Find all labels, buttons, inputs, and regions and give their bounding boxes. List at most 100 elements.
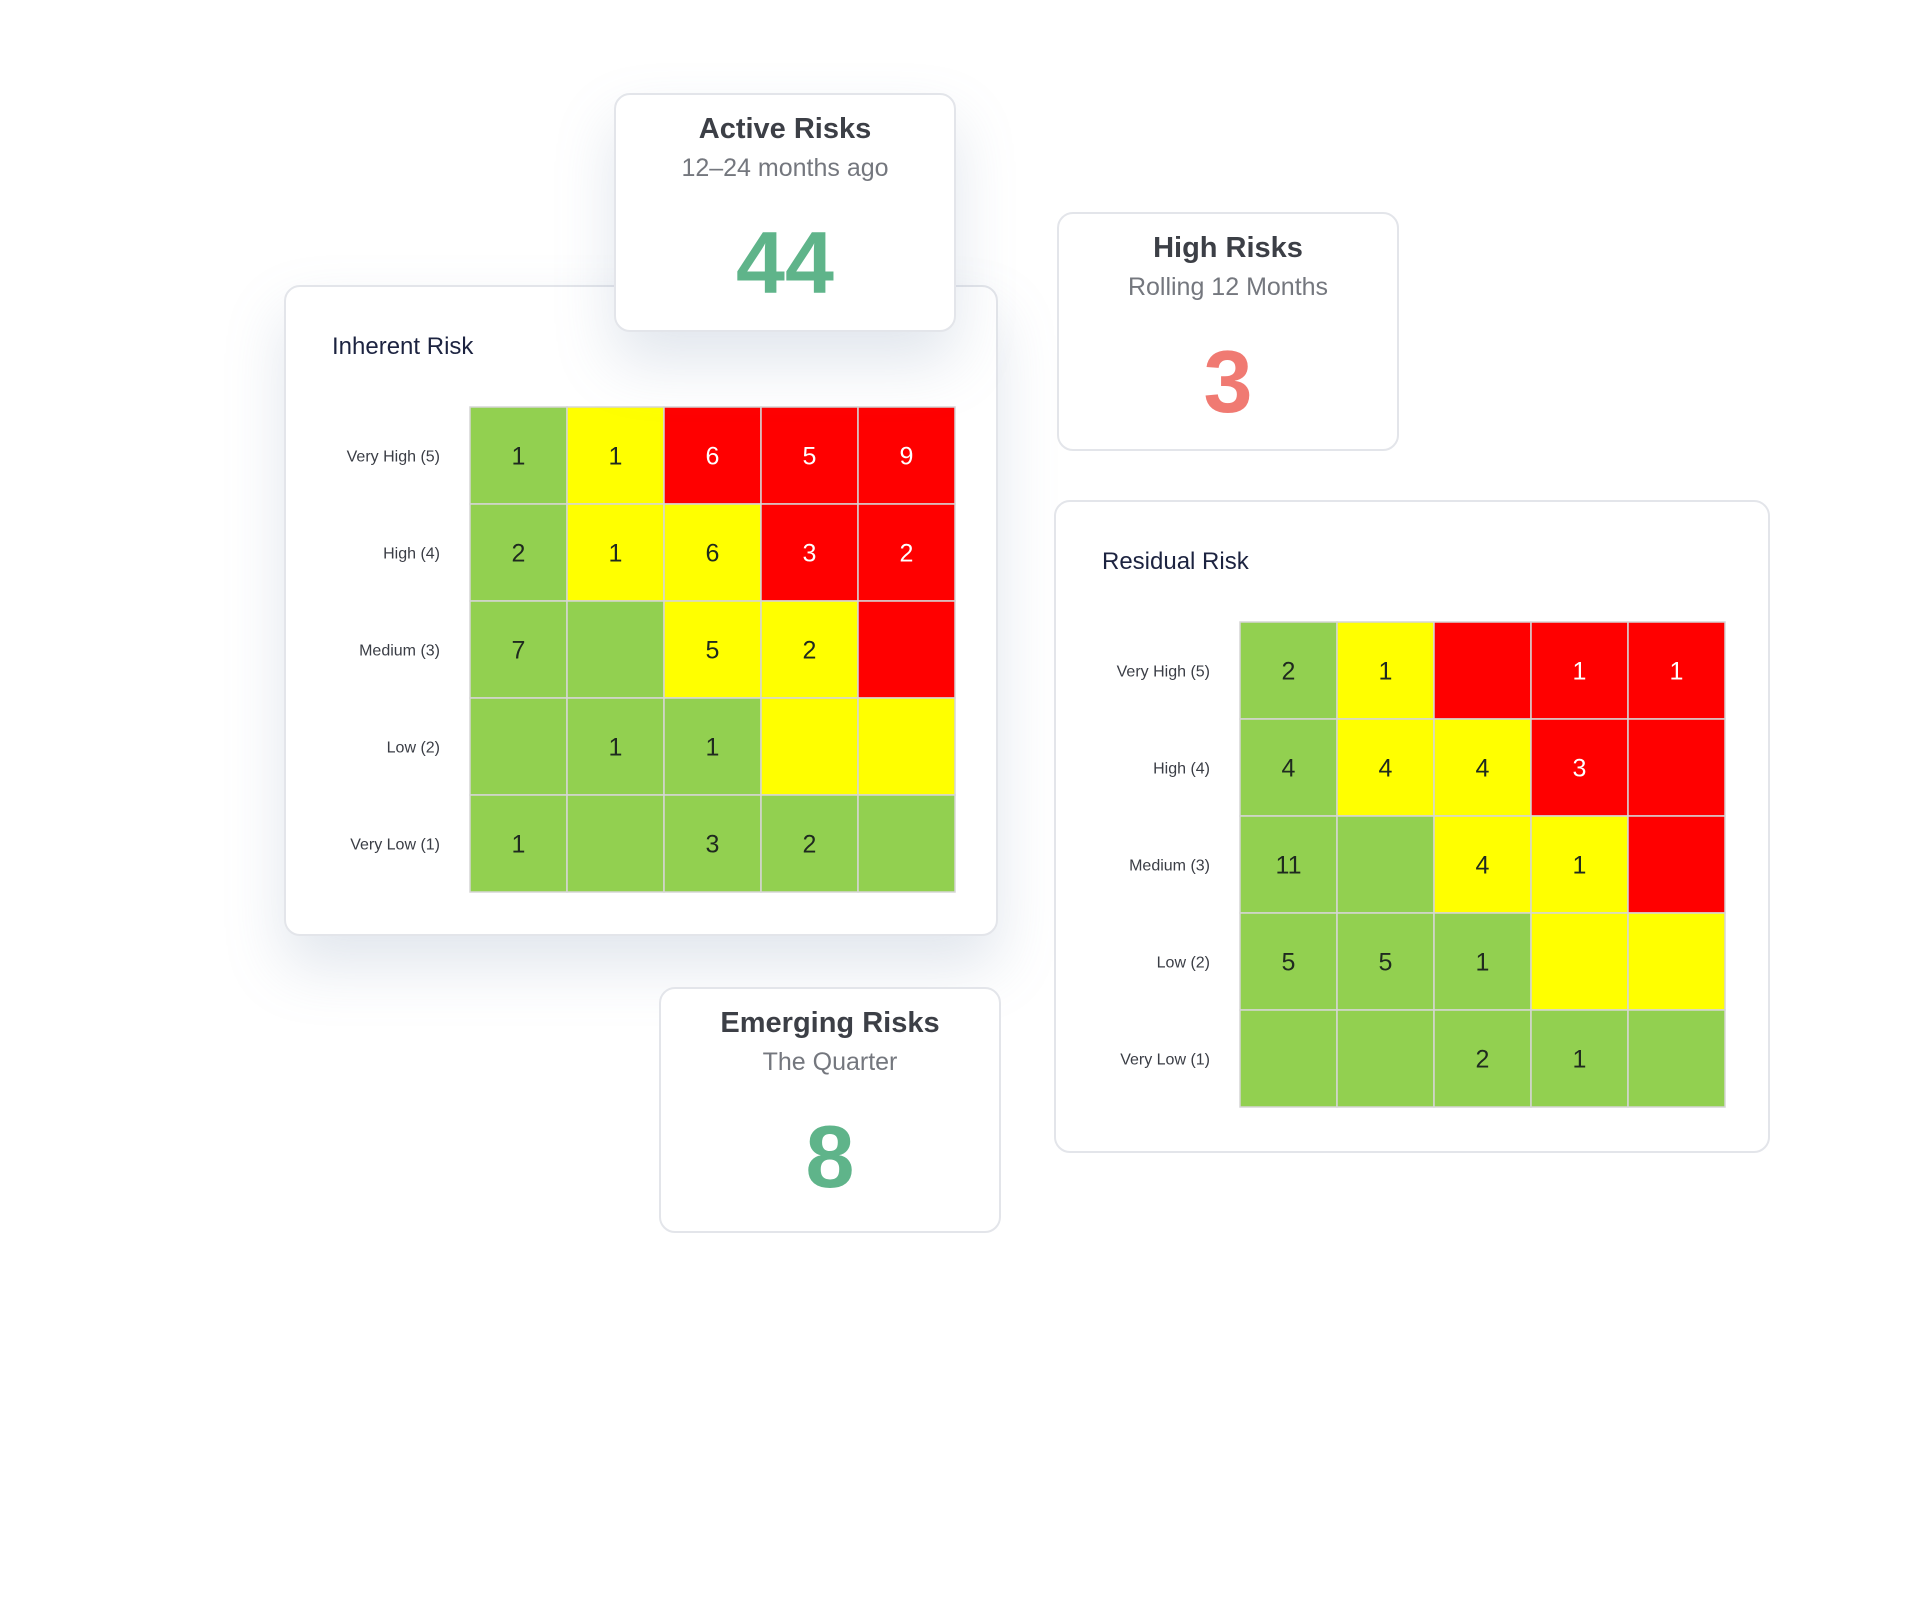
residual-risk-cell[interactable] <box>1239 718 1338 817</box>
residual-risk-row-label: Very High (5) <box>1117 664 1210 681</box>
residual-risk-cell-value: 4 <box>1476 755 1490 783</box>
residual-risk-cell-value: 1 <box>1573 852 1587 880</box>
residual-risk-cell-value: 4 <box>1379 755 1393 783</box>
inherent-risk-cell[interactable] <box>566 794 665 893</box>
inherent-risk-card: Inherent Risk Very High (5) High (4) Mediu… <box>284 285 998 936</box>
inherent-risk-cell[interactable] <box>760 794 859 893</box>
inherent-risk-cell-value: 6 <box>706 443 720 471</box>
inherent-risk-cell-value: 3 <box>706 831 720 859</box>
residual-risk-cell[interactable] <box>1433 815 1532 914</box>
inherent-risk-cell-value: 2 <box>803 831 817 859</box>
inherent-risk-cell-value: 6 <box>706 540 720 568</box>
inherent-risk-cell-value: 1 <box>609 443 623 471</box>
inherent-risk-cell-value: 7 <box>512 637 526 665</box>
residual-risk-cell-value: 11 <box>1276 852 1302 880</box>
residual-risk-cell[interactable] <box>1336 718 1435 817</box>
residual-risk-cell[interactable] <box>1433 912 1532 1011</box>
inherent-risk-cell-value: 1 <box>609 540 623 568</box>
residual-risk-row-label: Medium (3) <box>1129 858 1210 875</box>
residual-risk-cell-value: 2 <box>1282 658 1296 686</box>
inherent-risk-cell[interactable] <box>760 503 859 602</box>
inherent-risk-cell[interactable] <box>663 600 762 699</box>
inherent-risk-row-label: Medium (3) <box>359 643 440 660</box>
residual-risk-cell-value: 5 <box>1379 949 1393 977</box>
inherent-risk-cell[interactable] <box>566 503 665 602</box>
residual-risk-cell[interactable] <box>1336 912 1435 1011</box>
residual-risk-cell[interactable] <box>1433 621 1532 720</box>
inherent-risk-cell[interactable] <box>469 406 568 505</box>
residual-risk-cell-value: 1 <box>1476 949 1490 977</box>
inherent-risk-cell[interactable] <box>857 503 956 602</box>
residual-risk-matrix: Very High (5) High (4) Medium (3) Low (2) Ve… <box>1117 621 1726 1108</box>
inherent-risk-row-label: Low (2) <box>387 740 440 757</box>
residual-risk-card: Residual Risk Very High (5) High (4) Mediu… <box>1054 500 1770 1153</box>
residual-risk-row-label: Very Low (1) <box>1120 1052 1210 1069</box>
residual-risk-cell[interactable] <box>1239 912 1338 1011</box>
residual-risk-cell[interactable] <box>1239 815 1338 914</box>
residual-risk-cell-value: 2 <box>1476 1046 1490 1074</box>
inherent-risk-matrix: Very High (5) High (4) Medium (3) Low (2) Ve… <box>347 406 956 893</box>
inherent-risk-cell-value: 9 <box>900 443 914 471</box>
inherent-risk-row-label: High (4) <box>383 546 440 563</box>
inherent-risk-cell-value: 1 <box>706 734 720 762</box>
residual-risk-cell-value: 5 <box>1282 949 1296 977</box>
emerging-risks-title: Emerging Risks <box>720 1007 940 1039</box>
residual-risk-cell-value: 1 <box>1670 658 1684 686</box>
residual-risk-cell[interactable] <box>1239 1009 1338 1108</box>
residual-risk-cell[interactable] <box>1530 1009 1629 1108</box>
emerging-risks-card[interactable]: Emerging Risks The Quarter 8 <box>659 987 1001 1233</box>
residual-risk-cell-value: 1 <box>1573 658 1587 686</box>
inherent-risk-cell-value: 5 <box>803 443 817 471</box>
inherent-risk-row-label: Very Low (1) <box>350 837 440 854</box>
inherent-risk-cell[interactable] <box>663 406 762 505</box>
inherent-risk-row-label: Very High (5) <box>347 449 440 466</box>
residual-risk-cell[interactable] <box>1627 912 1726 1011</box>
residual-risk-cell[interactable] <box>1627 815 1726 914</box>
high-risks-value: 3 <box>1203 332 1253 431</box>
residual-risk-cell[interactable] <box>1433 1009 1532 1108</box>
residual-risk-cell[interactable] <box>1627 718 1726 817</box>
inherent-risk-cell[interactable] <box>469 794 568 893</box>
inherent-risk-cell[interactable] <box>857 794 956 893</box>
residual-risk-cell[interactable] <box>1336 1009 1435 1108</box>
inherent-risk-cell[interactable] <box>663 503 762 602</box>
inherent-risk-cell[interactable] <box>663 794 762 893</box>
residual-risk-row-label: High (4) <box>1153 761 1210 778</box>
residual-risk-cell-value: 1 <box>1379 658 1393 686</box>
high-risks-card[interactable]: High Risks Rolling 12 Months 3 <box>1057 212 1399 451</box>
inherent-risk-cell[interactable] <box>857 697 956 796</box>
inherent-risk-cell[interactable] <box>566 697 665 796</box>
active-risks-value: 44 <box>736 213 834 312</box>
inherent-risk-cell[interactable] <box>566 406 665 505</box>
inherent-risk-cell[interactable] <box>469 697 568 796</box>
residual-risk-cell[interactable] <box>1627 1009 1726 1108</box>
high-risks-title: High Risks <box>1153 232 1303 264</box>
active-risks-title: Active Risks <box>698 113 872 145</box>
inherent-risk-cell-value: 2 <box>900 540 914 568</box>
inherent-risk-cell-value: 1 <box>512 831 526 859</box>
residual-risk-cell[interactable] <box>1530 912 1629 1011</box>
inherent-risk-cell[interactable] <box>663 697 762 796</box>
residual-risk-cell-value: 3 <box>1573 755 1587 783</box>
inherent-risk-title: Inherent Risk <box>332 333 474 360</box>
inherent-risk-cell-value: 2 <box>803 637 817 665</box>
active-risks-subtitle: 12–24 months ago <box>681 154 889 182</box>
inherent-risk-cell-value: 1 <box>609 734 623 762</box>
residual-risk-cell[interactable] <box>1627 621 1726 720</box>
inherent-risk-cell-value: 5 <box>706 637 720 665</box>
inherent-risk-cell[interactable] <box>857 600 956 699</box>
inherent-risk-cell[interactable] <box>566 600 665 699</box>
residual-risk-cell[interactable] <box>1530 718 1629 817</box>
inherent-risk-cell[interactable] <box>760 600 859 699</box>
active-risks-card[interactable]: Active Risks 12–24 months ago 44 <box>614 93 956 332</box>
emerging-risks-subtitle: The Quarter <box>762 1048 898 1076</box>
inherent-risk-cell-value: 2 <box>512 540 526 568</box>
residual-risk-cell-value: 4 <box>1476 852 1490 880</box>
inherent-risk-cell-value: 3 <box>803 540 817 568</box>
high-risks-subtitle: Rolling 12 Months <box>1127 273 1329 301</box>
residual-risk-cell[interactable] <box>1336 815 1435 914</box>
inherent-risk-cell-value: 1 <box>512 443 526 471</box>
inherent-risk-cell[interactable] <box>760 697 859 796</box>
residual-risk-cell[interactable] <box>1530 621 1629 720</box>
